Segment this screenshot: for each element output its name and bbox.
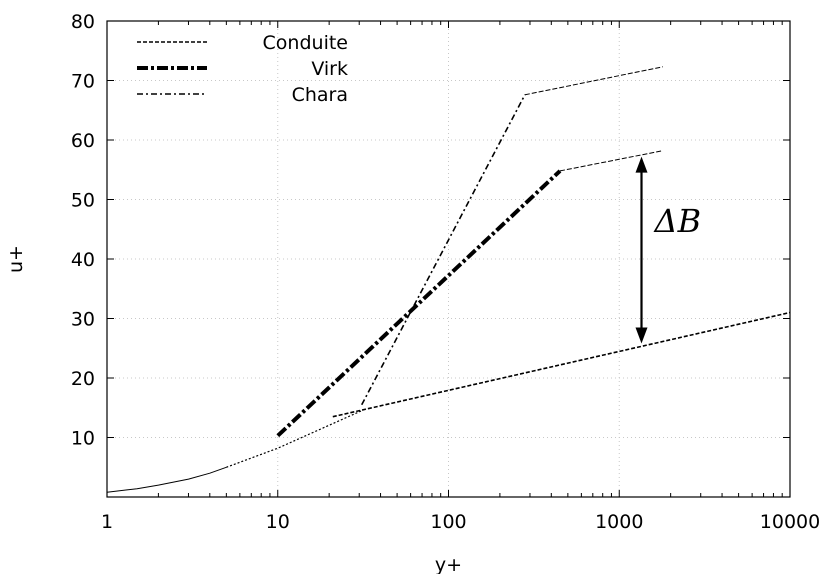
y-tick-label: 80 [71, 11, 95, 33]
y-tick-label: 60 [71, 130, 95, 152]
delta-b-arrowhead-bottom [635, 327, 648, 344]
series-segment-5 [524, 66, 663, 96]
x-tick-label: 100 [430, 511, 466, 533]
y-tick-label: 70 [71, 71, 95, 93]
y-axis-title: u+ [5, 245, 27, 273]
series-segment-6 [559, 150, 663, 172]
legend-label-virk: Virk [311, 58, 348, 80]
series-layer [106, 66, 791, 493]
y-tick-label: 50 [71, 190, 95, 212]
grid [107, 21, 790, 497]
y-tick-label: 30 [71, 309, 95, 331]
legend-label-conduite: Conduite [263, 32, 348, 54]
x-tick-label: 10000 [760, 511, 820, 533]
y-tick-label: 10 [71, 428, 95, 450]
series-chara [360, 94, 526, 406]
ticks: 1 10 100 1000 10000 10 20 30 40 50 60 70 80 [71, 11, 820, 533]
y-tick-label: 20 [71, 368, 95, 390]
delta-b-arrowhead-top [635, 156, 648, 173]
x-tick-label: 1000 [595, 511, 643, 533]
annotation: ΔB [635, 156, 702, 344]
x-tick-label: 10 [266, 511, 290, 533]
x-axis-title: y+ [435, 554, 462, 574]
series-conduite [332, 311, 791, 418]
x-tick-label: 1 [101, 511, 113, 533]
series-virk [276, 169, 562, 438]
legend: Conduite Virk Chara [137, 32, 348, 106]
delta-b-label: ΔB [653, 202, 702, 240]
legend-label-chara: Chara [292, 84, 348, 106]
y-tick-label: 40 [71, 249, 95, 271]
series-segment-4 [226, 410, 362, 468]
series-segment-3 [106, 466, 227, 493]
